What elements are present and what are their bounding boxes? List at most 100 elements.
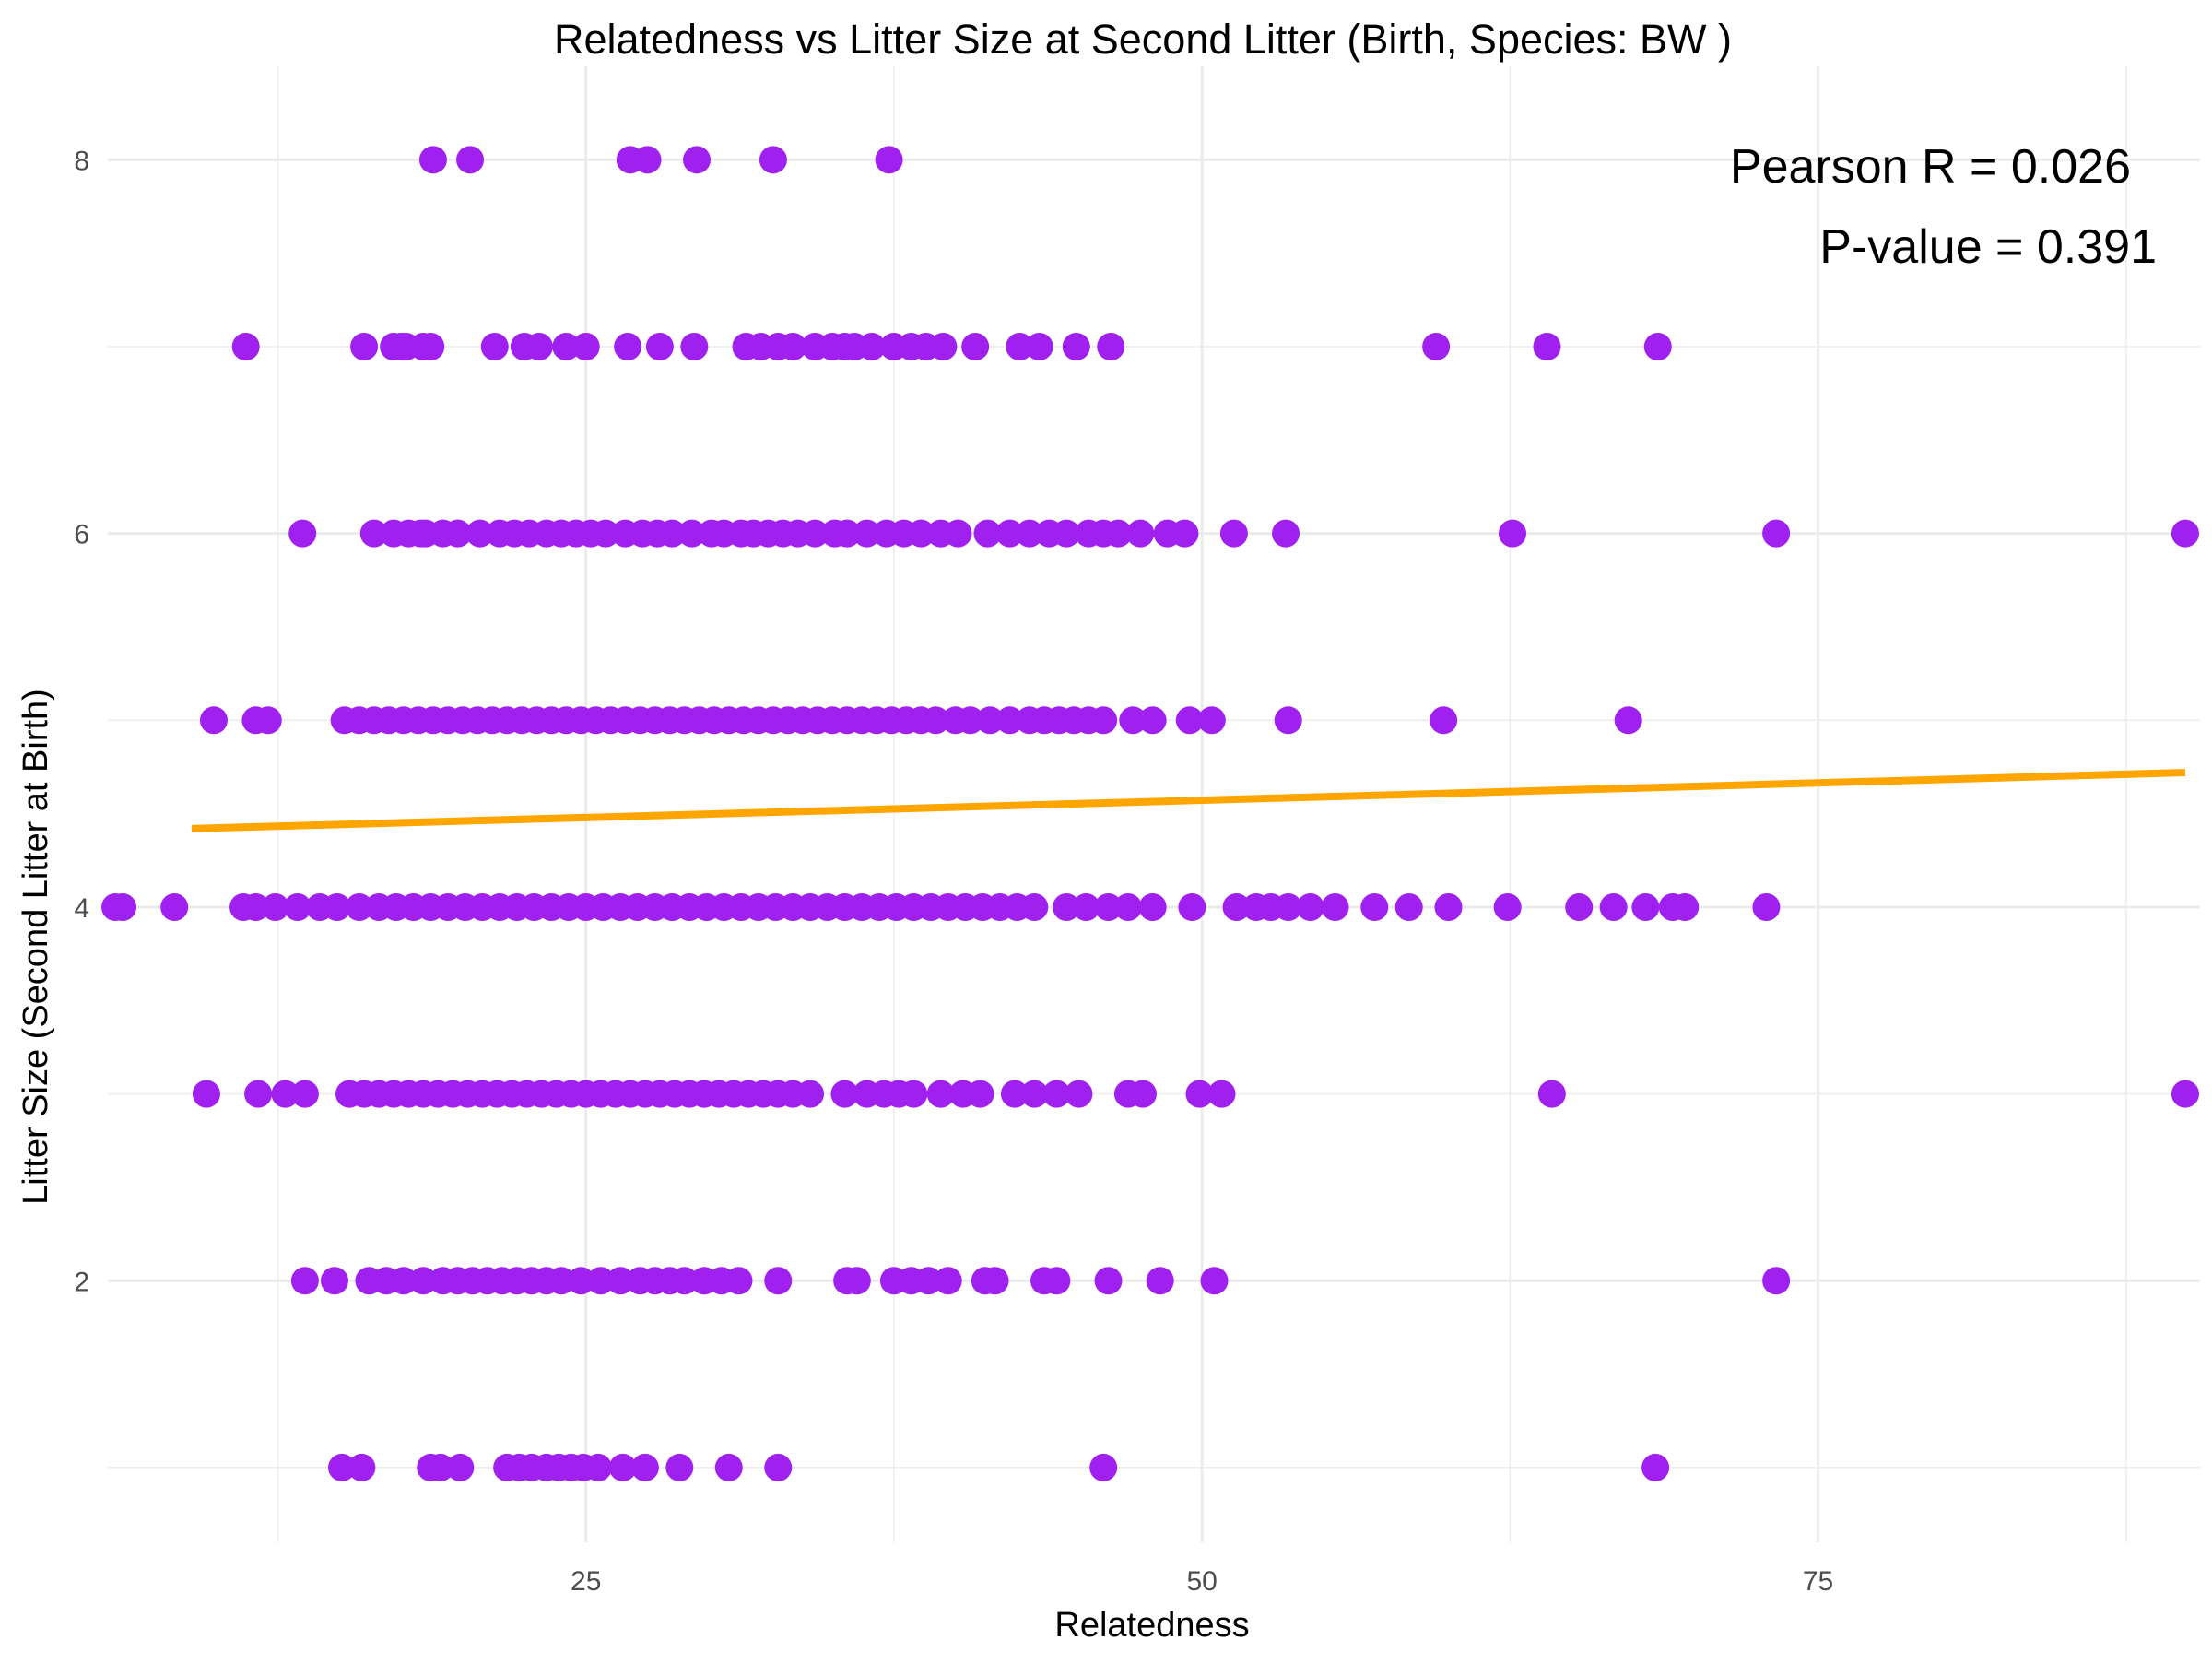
data-point <box>759 146 787 174</box>
data-point <box>1065 1080 1093 1108</box>
data-point <box>1360 892 1389 921</box>
data-point <box>670 1267 699 1295</box>
data-point <box>480 332 509 360</box>
data-point <box>1207 1080 1236 1108</box>
data-point <box>359 519 388 548</box>
data-point <box>1533 332 1561 360</box>
data-point <box>409 1267 438 1295</box>
data-point <box>253 706 282 735</box>
data-point <box>1094 1267 1123 1295</box>
data-point <box>857 332 886 360</box>
data-point <box>1219 519 1248 548</box>
data-point <box>1053 892 1081 921</box>
data-point <box>1020 892 1049 921</box>
data-point <box>1094 892 1123 921</box>
data-point <box>630 1453 659 1481</box>
data-point <box>524 332 553 360</box>
data-point <box>1565 892 1594 921</box>
data-point <box>1171 519 1199 548</box>
data-point <box>1422 332 1451 360</box>
x-tick-label: 25 <box>571 1566 601 1597</box>
data-point <box>2171 1080 2199 1108</box>
data-point <box>1104 519 1133 548</box>
data-point <box>1113 892 1142 921</box>
data-point <box>584 1453 613 1481</box>
data-point <box>1138 706 1167 735</box>
data-point <box>961 332 990 360</box>
data-point <box>1178 892 1206 921</box>
data-point <box>801 519 830 548</box>
data-point <box>1053 519 1081 548</box>
data-point <box>1321 892 1349 921</box>
data-point <box>446 1453 475 1481</box>
data-point <box>283 892 312 921</box>
data-point <box>1430 706 1458 735</box>
data-point <box>714 1453 743 1481</box>
data-point <box>1042 1080 1071 1108</box>
trend-line <box>191 769 2186 832</box>
data-point <box>966 1080 994 1108</box>
data-point <box>1097 332 1125 360</box>
data-point <box>830 1080 859 1108</box>
data-point <box>926 1080 955 1108</box>
data-point <box>779 332 807 360</box>
data-point <box>995 519 1024 548</box>
data-point <box>944 519 972 548</box>
data-point <box>1394 892 1423 921</box>
data-point <box>1671 892 1700 921</box>
axis-tick-labels: 25 50 75 2 4 6 8 <box>74 146 1833 1597</box>
pearson-r-annotation: Pearson R = 0.026 <box>1730 140 2131 194</box>
data-point <box>244 1080 273 1108</box>
data-point <box>1599 892 1628 921</box>
data-point <box>1643 332 1672 360</box>
data-point <box>261 892 289 921</box>
data-point <box>1222 892 1251 921</box>
data-point <box>1762 519 1791 548</box>
data-point <box>1089 706 1118 735</box>
data-point <box>1499 519 1527 548</box>
data-point <box>231 332 260 360</box>
data-point <box>922 706 950 735</box>
data-point <box>907 519 935 548</box>
data-point <box>973 519 1002 548</box>
data-point <box>1020 1080 1049 1108</box>
data-point <box>109 892 137 921</box>
data-point <box>680 332 709 360</box>
data-point <box>199 706 228 735</box>
data-point <box>586 1267 615 1295</box>
data-point <box>1296 892 1324 921</box>
data-point <box>1138 892 1167 921</box>
data-point <box>853 519 881 548</box>
x-tick-label: 50 <box>1186 1566 1217 1597</box>
data-point <box>1272 519 1300 548</box>
chart-title: Relatedness vs Litter Size at Second Lit… <box>554 16 1732 63</box>
data-point <box>160 892 189 921</box>
data-point <box>288 519 317 548</box>
x-tick-label: 75 <box>1803 1566 1833 1597</box>
y-tick-label: 2 <box>74 1267 89 1297</box>
data-point <box>1000 1080 1029 1108</box>
data-point <box>1119 706 1147 735</box>
data-point <box>443 519 472 548</box>
data-point <box>328 1453 357 1481</box>
data-point <box>608 1453 637 1481</box>
data-point <box>1089 1453 1118 1481</box>
data-point <box>1614 706 1642 735</box>
data-point <box>1641 1453 1670 1481</box>
data-point <box>764 1267 793 1295</box>
data-point <box>417 332 445 360</box>
data-point <box>567 1267 595 1295</box>
data-point <box>724 1267 753 1295</box>
data-point <box>764 1453 793 1481</box>
data-point <box>683 146 712 174</box>
y-axis-label: Litter Size (Second Litter at Birth) <box>17 689 55 1205</box>
data-point <box>1274 892 1302 921</box>
data-point <box>1015 519 1043 548</box>
data-point <box>1025 332 1053 360</box>
data-point <box>875 146 903 174</box>
data-point <box>389 1267 418 1295</box>
data-point <box>2171 519 2199 548</box>
